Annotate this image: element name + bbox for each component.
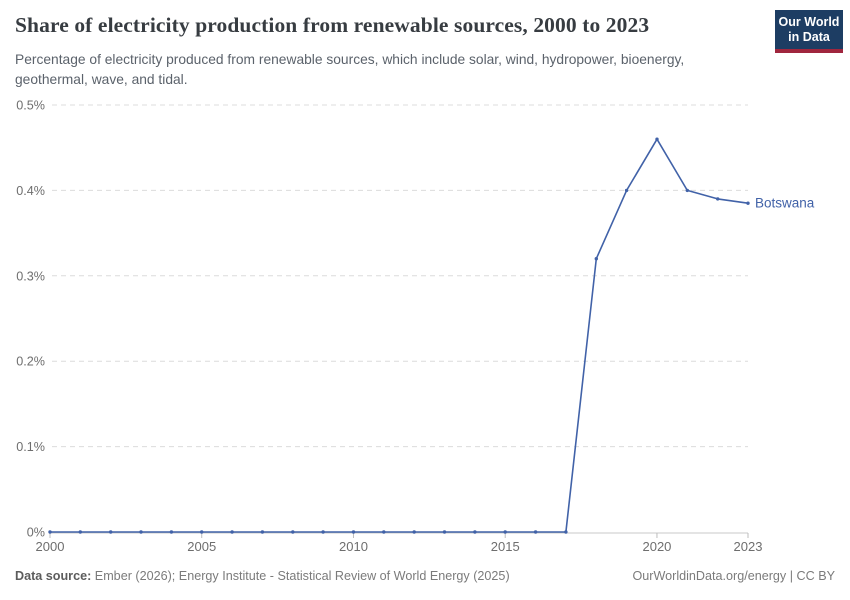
y-axis-tick-label: 0.3%: [16, 269, 45, 283]
data-point: [624, 188, 629, 193]
data-point: [564, 530, 568, 534]
data-point: [48, 530, 52, 534]
y-axis-tick-label: 0.1%: [16, 440, 45, 454]
data-point: [351, 530, 356, 534]
data-point: [321, 530, 325, 534]
x-axis-tick-label: 2010: [339, 539, 368, 554]
data-point: [685, 188, 689, 193]
data-point: [473, 530, 477, 534]
data-point: [109, 530, 113, 534]
data-point: [200, 530, 204, 534]
data-source-note: Data source: Ember (2026); Energy Instit…: [15, 569, 510, 583]
x-axis-tick-label: 2005: [187, 539, 216, 554]
y-axis-tick-label: 0.2%: [16, 355, 45, 369]
data-point: [382, 530, 386, 534]
owid-link[interactable]: OurWorldinData.org/energy | CC BY: [632, 569, 835, 583]
data-point: [503, 530, 507, 534]
y-axis-tick-label: 0%: [27, 526, 45, 540]
data-point: [260, 530, 265, 534]
data-point: [533, 530, 538, 534]
y-axis-tick-label: 0.5%: [16, 99, 45, 113]
x-axis-tick-label: 2015: [491, 539, 520, 554]
data-point: [655, 137, 659, 141]
data-point: [594, 257, 598, 261]
owid-logo-line2: in Data: [788, 30, 830, 44]
x-axis-tick-label: 2023: [734, 539, 763, 554]
x-axis-tick-label: 2000: [36, 539, 65, 554]
x-axis-tick-label: 2020: [642, 539, 671, 554]
data-point: [169, 530, 174, 534]
chart-subtitle: Percentage of electricity produced from …: [15, 52, 685, 87]
data-point: [442, 530, 447, 534]
y-axis-tick-label: 0.4%: [16, 184, 45, 198]
data-point: [746, 201, 750, 205]
series-label-botswana[interactable]: Botswana: [755, 196, 815, 211]
data-point: [230, 530, 234, 534]
owid-logo-line1: Our World: [778, 15, 840, 29]
data-source-text: Ember (2026); Energy Institute - Statist…: [91, 569, 510, 583]
data-source-label: Data source:: [15, 569, 92, 583]
data-point: [291, 530, 295, 534]
data-point: [412, 530, 416, 534]
chart-footer: Data source: Ember (2026); Energy Instit…: [15, 569, 835, 583]
series-line-botswana: [49, 138, 749, 533]
data-point: [78, 530, 83, 534]
owid-logo[interactable]: Our World in Data: [775, 10, 843, 53]
data-point: [716, 197, 720, 201]
chart-title: Share of electricity production from ren…: [15, 13, 650, 37]
data-point: [139, 530, 143, 534]
